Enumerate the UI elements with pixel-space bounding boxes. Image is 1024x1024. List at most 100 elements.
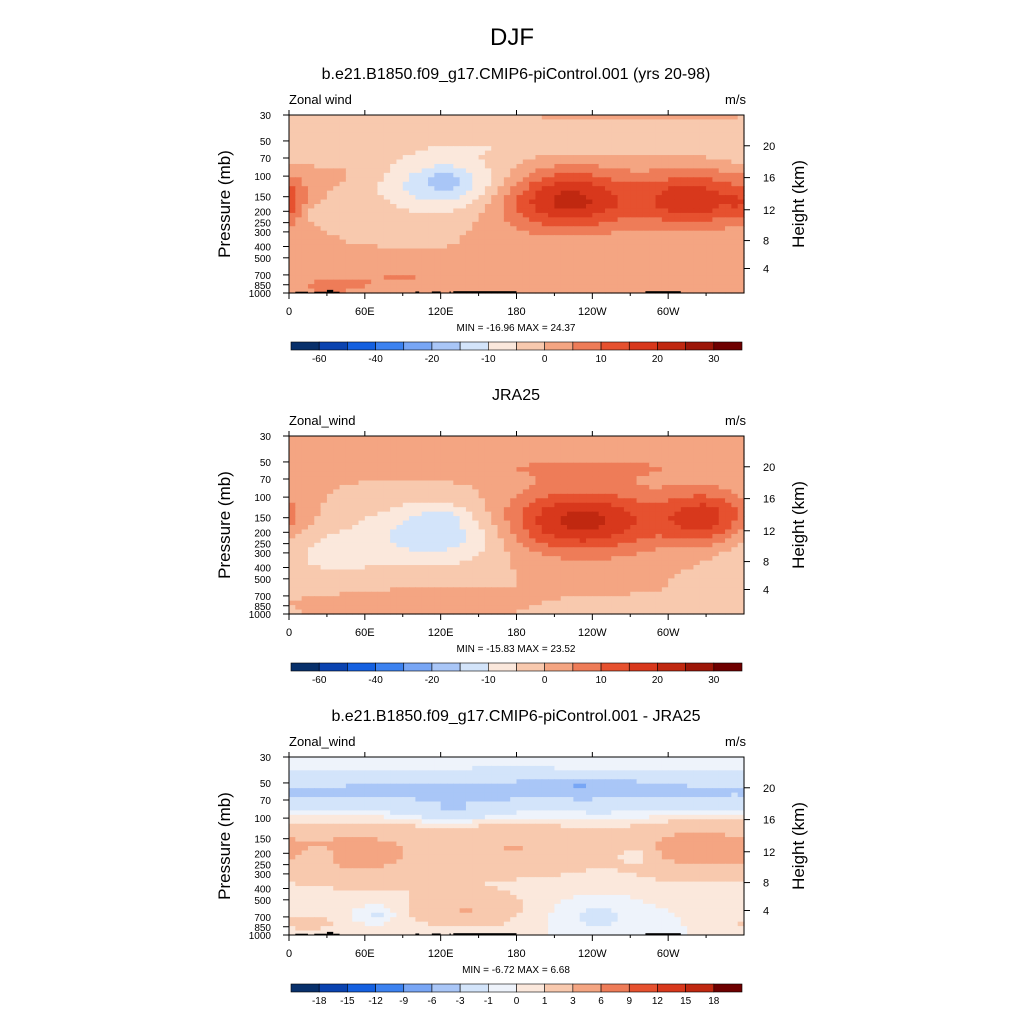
contour-cell [421, 150, 429, 156]
contour-cell [377, 533, 385, 539]
contour-cell [446, 520, 454, 526]
contour-cell [440, 511, 448, 517]
contour-cell [326, 172, 334, 178]
contour-cell [699, 221, 707, 227]
contour-cell [383, 181, 391, 187]
colorbar-box [488, 341, 517, 351]
contour-cell [409, 542, 416, 548]
contour-cell [567, 226, 574, 232]
contour-cell [484, 190, 492, 196]
contour-cell [289, 248, 296, 254]
contour-cell [573, 123, 581, 129]
contour-cell [478, 542, 486, 548]
contour-cell [573, 551, 581, 557]
contour-cell [649, 484, 657, 490]
contour-cell [453, 533, 461, 539]
contour-cell [440, 261, 448, 267]
contour-cell [497, 115, 505, 121]
contour-cell [548, 511, 556, 517]
contour-cell [497, 525, 505, 531]
contour-cell [516, 266, 524, 272]
contour-cell [409, 551, 416, 557]
contour-cell [383, 199, 391, 205]
contour-cell [434, 436, 442, 442]
contour-cell [409, 226, 416, 232]
contour-cell [630, 542, 638, 548]
contour-cell [598, 244, 606, 250]
contour-cell [440, 288, 448, 294]
contour-cell [446, 226, 454, 232]
contour-cell [339, 190, 347, 196]
contour-cell [402, 284, 410, 290]
contour-cell [326, 132, 334, 138]
contour-cell [636, 525, 644, 531]
contour-cell [421, 115, 429, 121]
contour-cell [289, 480, 296, 486]
contour-cell [699, 195, 707, 201]
contour-cell [674, 511, 682, 517]
contour-cell [712, 529, 720, 535]
contour-cell [421, 525, 429, 531]
contour-cell [661, 244, 669, 250]
contour-cell [459, 529, 467, 535]
contour-cell [314, 511, 322, 517]
contour-cell [383, 132, 391, 138]
contour-cell [693, 511, 701, 517]
contour-cell [554, 230, 562, 236]
contour-cell [295, 507, 303, 513]
contour-cell [687, 440, 695, 446]
contour-cell [718, 186, 726, 192]
contour-cell [510, 498, 518, 504]
contour-cell [352, 186, 360, 192]
contour-cell [718, 516, 726, 522]
contour-cell [611, 217, 619, 223]
contour-cell [535, 195, 543, 201]
contour-cell [541, 177, 549, 183]
contour-cell [579, 462, 587, 468]
contour-cell [396, 453, 404, 459]
contour-cell [693, 128, 701, 134]
contour-cell [725, 132, 732, 138]
contour-cell [333, 230, 341, 236]
contour-cell [459, 476, 467, 482]
contour-cell [725, 177, 732, 183]
contour-cell [364, 538, 372, 544]
contour-cell [718, 511, 726, 517]
contour-cell [579, 186, 587, 192]
contour-cell [642, 270, 650, 276]
contour-cell [586, 507, 593, 513]
contour-cell [314, 132, 322, 138]
contour-cell [339, 556, 347, 562]
contour-cell [623, 123, 631, 129]
contour-cell [371, 190, 379, 196]
contour-cell [510, 266, 518, 272]
contour-cell [649, 275, 657, 281]
contour-cell [409, 284, 416, 290]
contour-cell [289, 168, 296, 174]
contour-cell [307, 159, 315, 165]
contour-cell [623, 547, 631, 553]
contour-cell [586, 266, 593, 272]
contour-cell [661, 221, 669, 227]
contour-cell [465, 436, 473, 442]
contour-cell [642, 177, 650, 183]
contour-cell [497, 288, 505, 294]
contour-cell [592, 551, 600, 557]
contour-cell [446, 284, 454, 290]
contour-cell [402, 484, 410, 490]
contour-cell [364, 462, 372, 468]
contour-cell [503, 520, 511, 526]
contour-cell [516, 244, 524, 250]
contour-cell [320, 168, 328, 174]
contour-cell [503, 257, 511, 263]
contour-cell [314, 471, 322, 477]
contour-cell [604, 270, 612, 276]
contour-cell [352, 480, 360, 486]
contour-cell [472, 123, 480, 129]
contour-cell [345, 551, 353, 557]
contour-cell [339, 119, 347, 125]
contour-cell [604, 212, 612, 218]
contour-cell [604, 119, 612, 125]
contour-cell [415, 123, 423, 129]
contour-cell [712, 239, 720, 245]
